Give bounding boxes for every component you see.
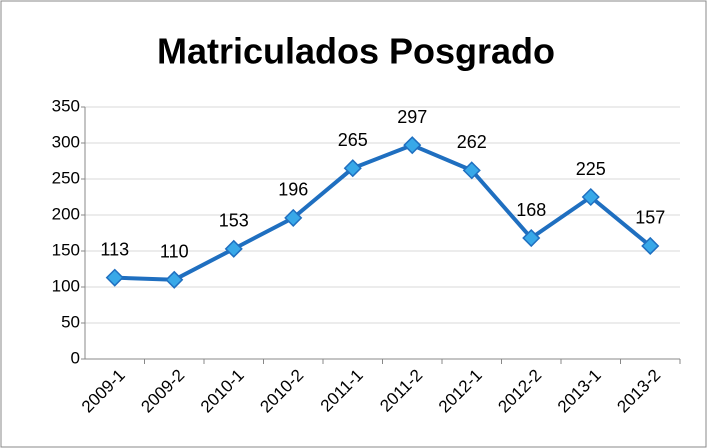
y-tick-label: 150: [52, 240, 80, 259]
data-label: 113: [100, 239, 129, 259]
y-tick-label: 200: [52, 204, 80, 223]
marker: [462, 161, 481, 180]
chart-title: Matriculados Posgrado: [157, 31, 555, 72]
marker: [165, 270, 184, 289]
data-label: 110: [160, 242, 189, 262]
data-label: 196: [278, 180, 308, 200]
marker: [343, 159, 362, 178]
line: [114, 143, 652, 282]
data-label: 153: [219, 211, 249, 231]
marker: [522, 228, 541, 248]
data-label: 157: [635, 208, 665, 228]
marker: [403, 136, 422, 155]
marker: [641, 236, 660, 256]
marker: [284, 208, 303, 227]
data-label: 265: [338, 130, 368, 150]
marker: [224, 239, 243, 258]
data-label: 168: [516, 200, 546, 220]
y-tick-label: 0: [71, 348, 80, 367]
marker: [581, 187, 600, 207]
data-label: 225: [576, 159, 606, 179]
y-tick-label: 50: [61, 312, 80, 331]
y-tick-label: 100: [52, 276, 80, 295]
y-tick-label: 300: [52, 132, 80, 151]
y-tick-label: 350: [52, 96, 80, 115]
y-tick-label: 250: [52, 168, 80, 187]
data-label: 262: [457, 132, 487, 152]
marker: [105, 268, 124, 287]
data-label: 297: [397, 107, 427, 127]
